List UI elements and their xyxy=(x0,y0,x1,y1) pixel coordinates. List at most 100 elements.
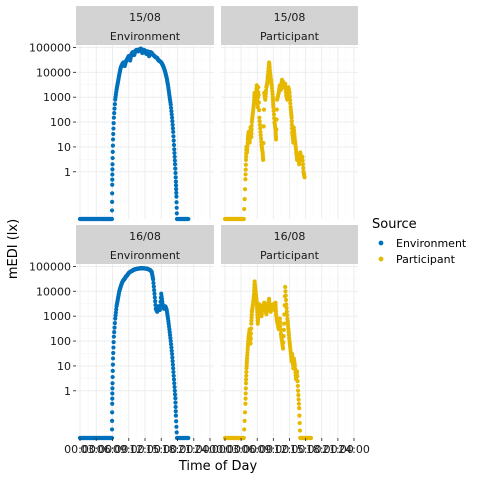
data-point xyxy=(152,291,157,296)
data-point xyxy=(110,374,115,380)
data-point xyxy=(244,369,249,375)
data-point xyxy=(172,154,177,159)
data-point xyxy=(261,157,266,163)
data-point xyxy=(110,368,115,373)
data-point xyxy=(151,280,156,286)
data-point xyxy=(257,107,262,113)
data-point xyxy=(112,106,117,111)
data-point xyxy=(112,102,117,107)
data-point xyxy=(258,136,264,141)
y-tick-label: 10 xyxy=(57,360,71,373)
data-point xyxy=(300,154,305,159)
data-point xyxy=(249,127,254,132)
data-point xyxy=(186,216,191,222)
data-point xyxy=(296,401,302,406)
data-point xyxy=(110,155,115,161)
data-point xyxy=(273,137,279,142)
data-point xyxy=(261,141,266,146)
data-point xyxy=(289,119,294,124)
data-point xyxy=(174,200,179,205)
panel-15-08-participant: 15/08 Participant xyxy=(221,6,358,222)
data-point xyxy=(284,309,289,314)
data-point xyxy=(151,277,156,282)
x-tick-label: 18:00 xyxy=(162,443,194,456)
data-point xyxy=(242,427,247,432)
data-point xyxy=(110,182,115,187)
data-point xyxy=(113,316,118,321)
y-tick-label: 10000 xyxy=(36,66,71,79)
data-point xyxy=(289,115,294,120)
data-point xyxy=(110,137,116,142)
strip-source-label: Participant xyxy=(260,249,320,262)
data-point xyxy=(173,175,178,180)
data-point xyxy=(282,321,287,326)
x-axis-title: Time of Day xyxy=(178,459,258,474)
x-tick-label: 00:00 xyxy=(64,443,96,456)
data-point xyxy=(287,94,292,99)
strip-date-label: 16/08 xyxy=(274,230,306,243)
data-point xyxy=(170,355,175,360)
x-tick-label: 24:00 xyxy=(194,443,226,456)
data-point xyxy=(111,126,116,131)
data-point xyxy=(243,381,249,386)
data-point xyxy=(284,312,290,318)
data-point xyxy=(111,334,116,339)
data-point xyxy=(249,326,254,331)
data-point xyxy=(111,131,116,137)
strip-source-label: Environment xyxy=(110,30,181,43)
strip-date-label: 15/08 xyxy=(274,11,306,24)
data-point xyxy=(174,430,179,435)
data-point xyxy=(245,147,250,152)
data-point xyxy=(169,109,174,114)
data-point xyxy=(152,288,157,293)
data-point xyxy=(174,205,179,210)
y-tick-label: 10 xyxy=(57,141,71,154)
data-point xyxy=(111,121,116,126)
data-point xyxy=(171,373,176,378)
data-point xyxy=(157,307,162,312)
legend-entry-environment: Environment xyxy=(378,237,467,250)
x-tick-label: 03:00 xyxy=(225,443,257,456)
data-point xyxy=(241,435,246,441)
y-tick-label: 100 xyxy=(50,116,71,129)
data-point xyxy=(300,158,305,163)
data-point xyxy=(168,105,174,111)
data-point xyxy=(241,216,246,222)
data-point xyxy=(168,338,173,344)
data-point xyxy=(243,157,249,163)
data-point xyxy=(109,208,115,213)
data-point xyxy=(243,167,248,172)
data-point xyxy=(283,284,288,290)
data-point xyxy=(110,356,116,361)
data-point xyxy=(174,419,179,424)
legend-entries: Environment Participant xyxy=(378,237,467,266)
data-point xyxy=(277,316,282,321)
data-point xyxy=(256,100,261,105)
data-point xyxy=(153,299,158,304)
data-point xyxy=(248,331,254,336)
data-point xyxy=(174,194,179,199)
data-point xyxy=(110,191,115,196)
data-point xyxy=(243,401,248,406)
legend-title: Source xyxy=(372,217,417,232)
panel-16-08-participant: 16/08 Participant 00:0003:0006:0009:0012:0… xyxy=(209,225,370,456)
data-point xyxy=(171,366,176,371)
data-point xyxy=(172,162,178,167)
legend: Source Environment Participant xyxy=(372,217,467,266)
series-participant xyxy=(222,60,307,222)
data-point xyxy=(171,369,176,375)
data-point xyxy=(245,143,250,149)
data-point xyxy=(244,154,249,159)
strip-source-label: Environment xyxy=(110,249,181,262)
data-point xyxy=(172,147,177,152)
data-point xyxy=(264,88,269,93)
data-point xyxy=(110,149,115,154)
series-environment xyxy=(77,266,191,441)
data-point xyxy=(256,92,261,97)
data-point xyxy=(169,348,174,353)
data-point xyxy=(258,126,263,131)
x-tick-label: 09:00 xyxy=(113,443,145,456)
data-point xyxy=(302,175,307,180)
data-point xyxy=(173,396,178,401)
